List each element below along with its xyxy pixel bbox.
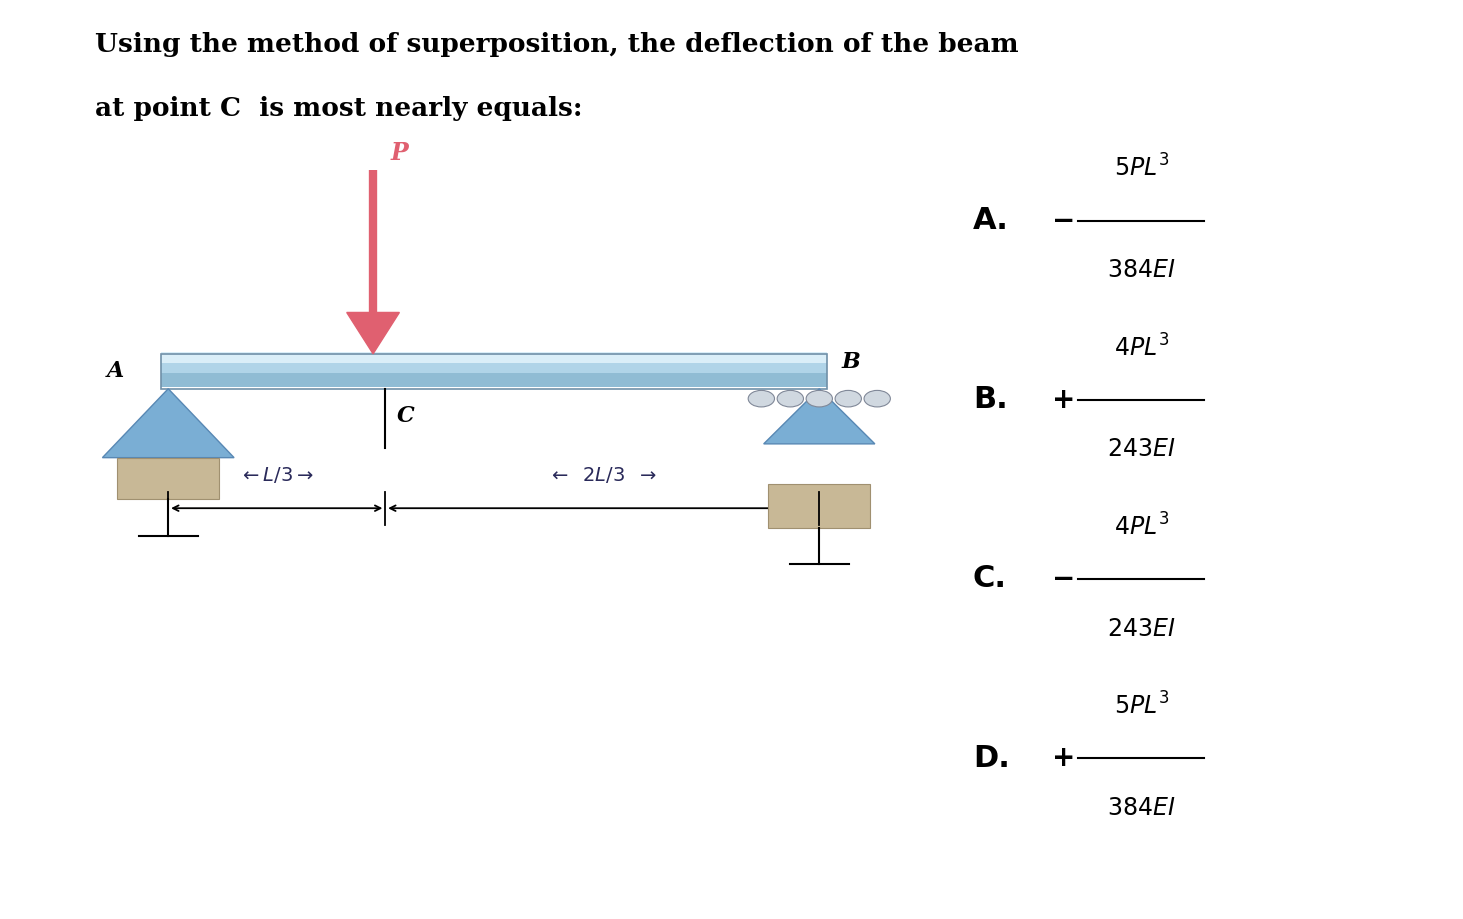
Bar <box>161 385 827 387</box>
Circle shape <box>748 391 774 407</box>
Bar <box>161 383 827 385</box>
Text: +: + <box>1052 386 1075 414</box>
Text: +: + <box>1052 744 1075 772</box>
Text: A.: A. <box>973 206 1009 235</box>
Bar <box>161 359 827 361</box>
Circle shape <box>777 391 803 407</box>
Bar <box>161 354 827 356</box>
Text: P: P <box>391 142 408 165</box>
Text: −: − <box>1052 565 1075 593</box>
Text: $\mathit{243EI}$: $\mathit{243EI}$ <box>1107 438 1175 461</box>
Text: at point C  is most nearly equals:: at point C is most nearly equals: <box>95 96 582 121</box>
Circle shape <box>835 391 862 407</box>
Text: $\mathit{384EI}$: $\mathit{384EI}$ <box>1107 797 1175 820</box>
Text: $\leftarrow L/3 \rightarrow$: $\leftarrow L/3 \rightarrow$ <box>240 465 315 485</box>
Bar <box>161 380 827 381</box>
Polygon shape <box>764 389 875 444</box>
Text: $\mathit{4PL^3}$: $\mathit{4PL^3}$ <box>1113 513 1169 540</box>
Text: C: C <box>396 405 414 427</box>
Bar <box>161 354 827 389</box>
Text: Using the method of superposition, the deflection of the beam: Using the method of superposition, the d… <box>95 32 1018 57</box>
Bar <box>161 369 827 371</box>
Text: $\leftarrow\;\; 2L/3 \;\;\rightarrow$: $\leftarrow\;\; 2L/3 \;\;\rightarrow$ <box>549 465 657 485</box>
Bar <box>161 377 827 379</box>
Text: $\mathit{384EI}$: $\mathit{384EI}$ <box>1107 259 1175 282</box>
Text: B.: B. <box>973 385 1008 414</box>
Bar <box>161 366 827 368</box>
Bar <box>117 458 219 499</box>
Text: $\mathit{4PL^3}$: $\mathit{4PL^3}$ <box>1113 334 1169 361</box>
Bar <box>161 373 827 375</box>
Bar <box>768 483 870 528</box>
Text: $\mathit{5PL^3}$: $\mathit{5PL^3}$ <box>1113 154 1169 182</box>
Bar <box>161 381 827 383</box>
Text: $\mathit{243EI}$: $\mathit{243EI}$ <box>1107 618 1175 641</box>
Text: C.: C. <box>973 564 1007 594</box>
Polygon shape <box>102 389 234 458</box>
Bar <box>161 371 827 373</box>
Bar <box>161 364 827 366</box>
Bar <box>161 352 827 354</box>
Text: $\mathit{5PL^3}$: $\mathit{5PL^3}$ <box>1113 692 1169 720</box>
Circle shape <box>806 391 832 407</box>
Bar <box>161 375 827 377</box>
Bar <box>161 361 827 362</box>
Text: −: − <box>1052 207 1075 234</box>
Bar <box>161 368 827 369</box>
Bar <box>161 356 827 357</box>
Circle shape <box>865 391 891 407</box>
Polygon shape <box>347 312 399 354</box>
Text: B: B <box>841 351 860 373</box>
Bar <box>161 363 827 364</box>
Bar <box>161 357 827 359</box>
Text: D.: D. <box>973 743 1009 773</box>
Text: A: A <box>107 360 124 382</box>
Bar <box>161 379 827 380</box>
